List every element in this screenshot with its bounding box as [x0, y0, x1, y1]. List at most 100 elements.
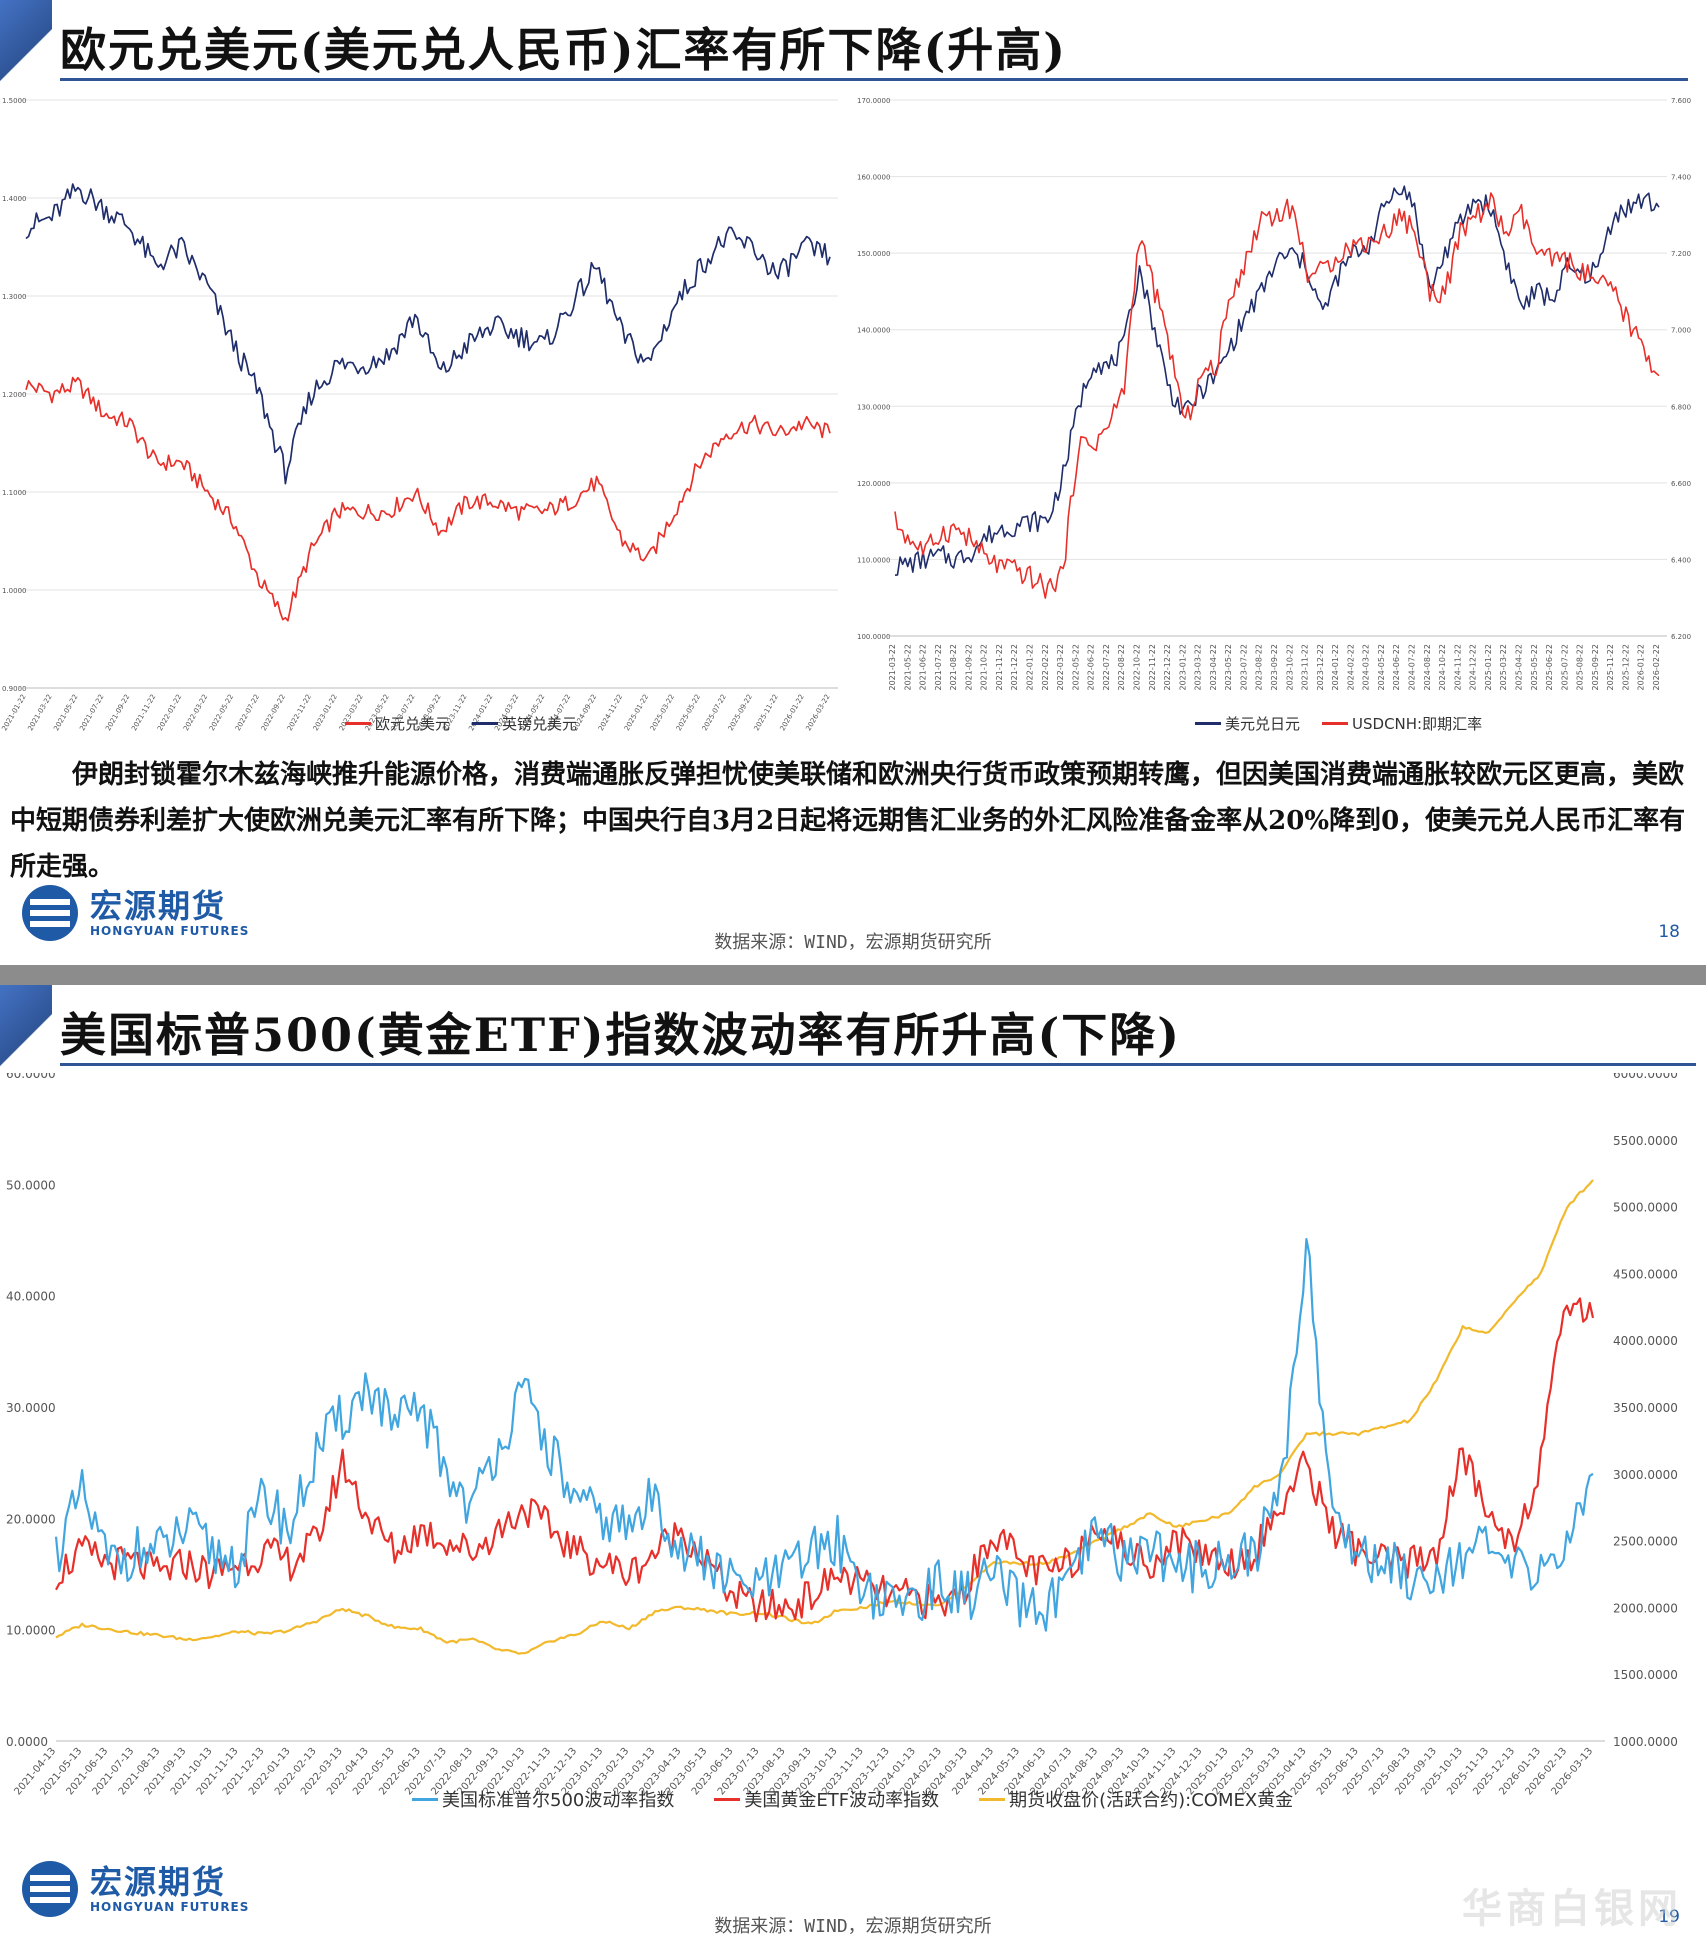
x-tick-label: 2025-03-22	[1499, 644, 1508, 691]
y-left-tick-label: 150.0000	[857, 250, 890, 258]
chart-jpy-cnh-svg: 170.0000 7.600 160.0000 7.400 150.0000 7.200 1…	[857, 97, 1691, 691]
y-left-tick-label: 10.0000	[6, 1624, 56, 1638]
series-line-usdjpy	[894, 185, 1660, 576]
x-tick-label: 2025-07-22	[1560, 644, 1569, 691]
slide-title: 美国标普500(黄金ETF)指数波动率有所升高(下降)	[60, 1008, 1182, 1062]
legend-label: 美元兑日元	[1225, 715, 1301, 733]
x-tick-label: 2023-09-22	[1270, 644, 1279, 691]
x-tick-label: 2022-07-22	[234, 693, 261, 732]
x-tick-label: 2022-10-22	[1132, 644, 1141, 691]
y-right-tick-label: 6.800	[1671, 403, 1691, 411]
chart-volatility-svg: 60.0000 50.0000 40.0000 30.0000 20.0000 10.00…	[6, 1073, 1678, 1797]
x-tick-label: 2025-05-22	[1530, 644, 1539, 691]
logo-en: HONGYUAN FUTURES	[90, 924, 250, 938]
x-tick-label: 2022-06-22	[1087, 644, 1096, 691]
y-right-tick-label: 1000.0000	[1613, 1735, 1678, 1749]
title-underline	[60, 78, 1688, 81]
x-tick-label: 2025-08-22	[1576, 644, 1585, 691]
x-tick-label: 2023-03-22	[1194, 644, 1203, 691]
usdjpy-usdcnh-chart: 170.0000 7.600 160.0000 7.400 150.0000 7.200 1…	[855, 88, 1706, 748]
x-tick-label: 2022-08-22	[1117, 644, 1126, 691]
x-tick-label: 2023-07-22	[1239, 644, 1248, 691]
y-left-tick-label: 110.0000	[857, 556, 890, 564]
legend-label: USDCNH:即期汇率	[1352, 715, 1483, 733]
y-left-tick-label: 170.0000	[857, 97, 890, 105]
y-right-tick-label: 4000.0000	[1613, 1334, 1678, 1348]
x-tick-label: 2021-10-22	[980, 644, 989, 691]
y-tick-label: 1.2000	[2, 391, 27, 399]
legend-item: 期货收盘价(活跃合约):COMEX黄金	[979, 1786, 1293, 1812]
data-source: 数据来源：WIND，宏源期货研究所	[714, 932, 992, 953]
x-tick-label: 2024-10-22	[1438, 644, 1447, 691]
x-tick-label: 2021-01-22	[0, 693, 27, 732]
y-right-tick-label: 3500.0000	[1613, 1401, 1678, 1415]
x-tick-label: 2023-04-22	[1209, 644, 1218, 691]
x-tick-label: 2022-11-22	[286, 693, 313, 732]
x-tick-label: 2024-07-22	[1408, 644, 1417, 691]
y-left-tick-label: 130.0000	[857, 403, 890, 411]
series-line-1	[25, 183, 831, 485]
x-tick-label: 2026-02-22	[1652, 644, 1661, 691]
legend-label: 期货收盘价(活跃合约):COMEX黄金	[1009, 1790, 1294, 1811]
y-tick-label: 1.4000	[2, 195, 27, 203]
data-source: 数据来源：WIND，宏源期货研究所	[714, 1916, 992, 1937]
y-left-tick-label: 120.0000	[857, 480, 890, 488]
x-tick-label: 2022-03-22	[182, 693, 209, 732]
x-tick-label: 2024-05-22	[1377, 644, 1386, 691]
x-tick-label: 2024-11-22	[1453, 644, 1462, 691]
company-logo: 宏源期货 HONGYUAN FUTURES	[22, 885, 249, 941]
y-left-tick-label: 160.0000	[857, 174, 890, 182]
x-tick-label: 2025-11-22	[1606, 644, 1615, 691]
x-tick-label: 2023-01-22	[1178, 644, 1187, 691]
legend-item: 美元兑日元	[1195, 713, 1300, 734]
x-tick-label: 2021-11-22	[130, 693, 157, 732]
legend-item: 美国黄金ETF波动率指数	[714, 1786, 939, 1812]
legend-label: 美国黄金ETF波动率指数	[744, 1790, 940, 1811]
y-right-tick-label: 6.400	[1671, 556, 1691, 564]
x-tick-label: 2021-11-22	[995, 644, 1004, 691]
legend-label: 欧元兑美元	[375, 715, 451, 733]
x-tick-label: 2022-05-22	[1071, 644, 1080, 691]
x-tick-label: 2022-07-22	[1102, 644, 1111, 691]
x-tick-label: 2026-01-22	[1637, 644, 1646, 691]
x-tick-label: 2022-12-22	[1163, 644, 1172, 691]
x-tick-label: 2021-08-22	[949, 644, 958, 691]
slide-title: 欧元兑美元(美元兑人民币)汇率有所下降(升高)	[60, 23, 1068, 77]
page-number: 18	[1658, 922, 1680, 942]
y-tick-label: 1.3000	[2, 293, 27, 301]
y-right-tick-label: 2000.0000	[1613, 1601, 1678, 1615]
x-tick-label: 2022-11-22	[1148, 644, 1157, 691]
x-tick-label: 2021-05-22	[52, 693, 79, 732]
chart-legend: 美元兑日元 USDCNH:即期汇率	[1195, 713, 1482, 734]
x-tick-label: 2021-07-22	[934, 644, 943, 691]
y-left-tick-label: 0.0000	[6, 1735, 48, 1749]
legend-swatch	[345, 722, 371, 725]
x-tick-label: 2021-12-22	[1010, 644, 1019, 691]
x-tick-label: 2025-04-22	[1514, 644, 1523, 691]
chart-eur-gbp-svg: 1.5000 1.4000 1.3000 1.2000 1.1000 1.0000 0.90…	[0, 97, 838, 732]
y-right-tick-label: 7.400	[1671, 174, 1691, 182]
slide-18: 欧元兑美元(美元兑人民币)汇率有所下降(升高) 1.5000 1.4000 1.30…	[0, 0, 1706, 965]
legend-label: 英镑兑美元	[502, 715, 578, 733]
y-right-tick-label: 5000.0000	[1613, 1201, 1678, 1215]
x-tick-label: 2022-01-22	[1026, 644, 1035, 691]
x-tick-label: 2023-10-22	[1285, 644, 1294, 691]
y-right-tick-label: 3000.0000	[1613, 1468, 1678, 1482]
logo-icon	[22, 1861, 82, 1917]
y-right-tick-label: 7.200	[1671, 250, 1691, 258]
x-tick-label: 2023-08-22	[1255, 644, 1264, 691]
x-tick-label: 2025-09-22	[1591, 644, 1600, 691]
x-tick-label: 2024-01-22	[1331, 644, 1340, 691]
y-right-tick-label: 6.600	[1671, 480, 1691, 488]
y-right-tick-label: 6000.0000	[1613, 1073, 1678, 1081]
legend-item: 欧元兑美元	[345, 713, 450, 734]
x-tick-label: 2025-11-22	[753, 693, 780, 732]
x-tick-label: 2023-05-22	[1224, 644, 1233, 691]
y-tick-label: 1.0000	[2, 587, 27, 595]
x-tick-label: 2021-05-22	[903, 644, 912, 691]
x-tick-label: 2024-02-22	[1346, 644, 1355, 691]
series-line-comex-gold	[55, 1179, 1594, 1655]
x-tick-label: 2025-05-22	[675, 693, 702, 732]
chart-legend: 欧元兑美元 英镑兑美元	[345, 713, 577, 734]
y-right-tick-label: 2500.0000	[1613, 1535, 1678, 1549]
